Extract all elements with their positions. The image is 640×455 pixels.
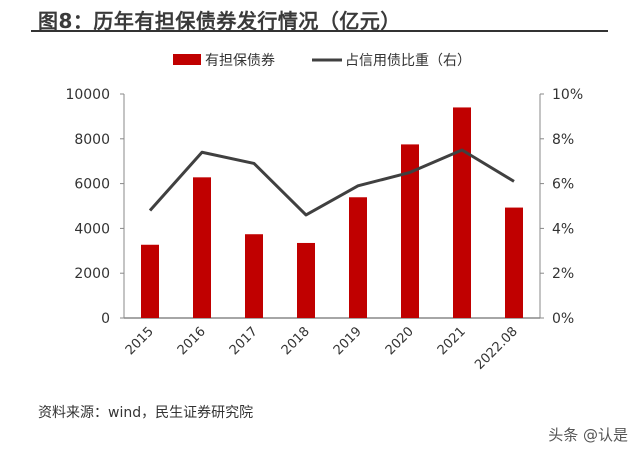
legend-bar-swatch [173, 54, 201, 65]
bar-2021 [453, 107, 471, 318]
left-tick-label: 2000 [74, 266, 110, 282]
x-tick-label: 2021 [435, 324, 469, 358]
legend-bar-label: 有担保债券 [205, 53, 275, 69]
left-tick-label: 6000 [74, 177, 110, 193]
title-divider [31, 30, 608, 32]
right-tick-label: 2% [552, 266, 574, 282]
bar-2017 [245, 234, 263, 318]
right-tick-label: 6% [552, 177, 574, 193]
x-tick-label: 2018 [279, 324, 313, 358]
chart-title: 图8：历年有担保债券发行情况（亿元） [38, 9, 401, 33]
legend-line-label: 占信用债比重（右） [345, 53, 471, 69]
chart: 0 2000 4000 6000 8000 10000 0% 2% 4% 6% 8% 10% 2015 2… [65, 53, 583, 373]
x-tick-label: 2016 [175, 324, 209, 358]
left-tick-label: 0 [101, 311, 110, 327]
right-tick-label: 0% [552, 311, 574, 327]
bar-2015 [141, 244, 159, 318]
x-tick-label: 2017 [227, 324, 261, 358]
bar-2016 [193, 177, 211, 318]
right-tick-label: 8% [552, 132, 574, 148]
source-note: 资料来源：wind，民生证券研究院 [38, 405, 254, 421]
x-tick-label: 2015 [123, 324, 157, 358]
left-tick-label: 4000 [74, 221, 110, 237]
x-tick-label: 2020 [383, 324, 417, 358]
watermark: 头条 @认是 [548, 426, 628, 444]
left-tick-label: 8000 [74, 132, 110, 148]
x-tick-label: 2019 [331, 324, 365, 358]
bar-2019 [349, 197, 367, 318]
bar-2020 [401, 144, 419, 318]
bar-2018 [297, 242, 315, 318]
x-tick-label: 2022.08 [472, 324, 521, 373]
left-tick-label: 10000 [65, 87, 110, 103]
ratio-line [148, 148, 515, 217]
right-tick-label: 10% [552, 87, 583, 103]
right-tick-label: 4% [552, 221, 574, 237]
bar-2022.08 [505, 207, 523, 318]
